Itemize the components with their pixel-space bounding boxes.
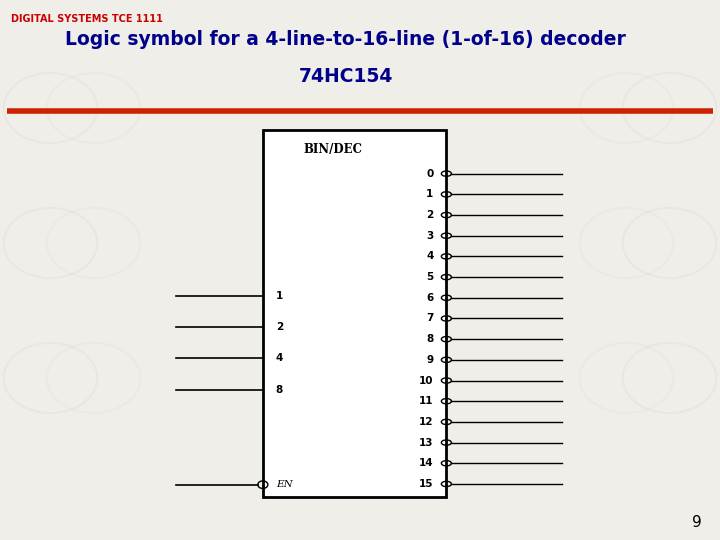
Text: 9: 9 [426,355,433,365]
Text: 1: 1 [426,190,433,199]
Text: 6: 6 [426,293,433,303]
Text: 0: 0 [426,168,433,179]
Text: 4: 4 [276,353,283,363]
Text: 2: 2 [426,210,433,220]
Text: DIGITAL SYSTEMS TCE 1111: DIGITAL SYSTEMS TCE 1111 [11,14,163,24]
Text: 3: 3 [426,231,433,241]
Text: 8: 8 [426,334,433,344]
Bar [263,130,446,497]
Text: 74HC154: 74HC154 [298,68,393,86]
Text: 5: 5 [426,272,433,282]
Text: 14: 14 [419,458,433,468]
Text: Logic symbol for a 4-line-to-16-line (1-of-16) decoder: Logic symbol for a 4-line-to-16-line (1-… [66,30,626,49]
Text: 12: 12 [419,417,433,427]
Text: 2: 2 [276,322,283,332]
Text: 10: 10 [419,375,433,386]
Text: BIN/DEC: BIN/DEC [303,143,362,156]
Text: 15: 15 [419,479,433,489]
Text: 9: 9 [692,515,702,530]
Text: 13: 13 [419,437,433,448]
Text: 8: 8 [276,384,283,395]
Text: 11: 11 [419,396,433,406]
Text: 1: 1 [276,291,283,301]
Text: 4: 4 [426,252,433,261]
Text: EN: EN [276,480,292,489]
Text: 7: 7 [426,313,433,323]
